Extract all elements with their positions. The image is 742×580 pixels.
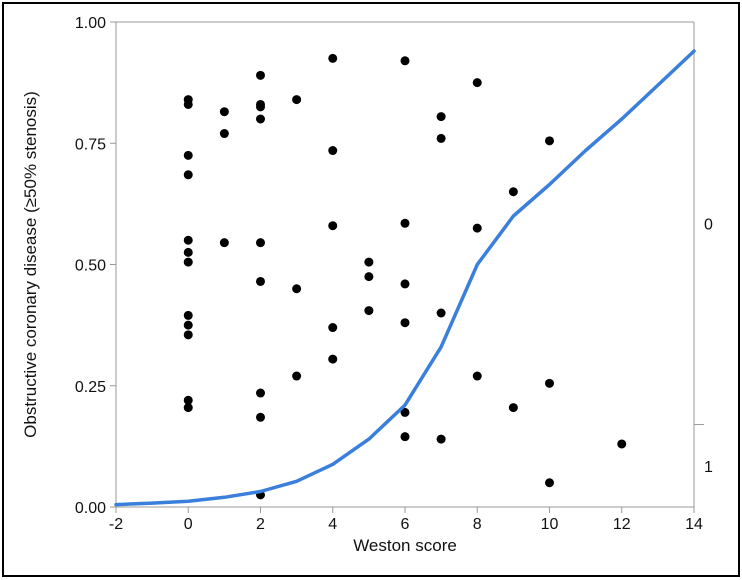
data-point [183,403,193,413]
x-tick-label: 6 [401,516,410,533]
data-point [183,170,193,180]
data-point [508,403,518,413]
data-point [256,276,265,286]
data-point [219,238,229,248]
data-point [364,306,374,316]
data-point [183,310,193,320]
data-point [292,284,302,294]
data-point [545,136,554,146]
y-tick-label: 0.50 [75,258,106,275]
data-point [183,330,193,340]
data-point [400,318,410,328]
x-tick-label: 10 [541,516,559,533]
data-point [364,272,374,282]
data-point [328,323,338,333]
fit-curve-group [114,49,696,507]
data-point [328,354,338,364]
x-tick-label: 0 [184,516,193,533]
data-point [400,407,410,417]
data-point [292,95,302,105]
data-point [256,412,265,422]
right-axis-label: 0 [704,216,713,233]
data-point [256,388,265,398]
data-point [328,53,338,63]
data-point [545,378,554,388]
tick-labels: -2 0 2 4 6 8 10 12 14 0.00 0.25 0.50 0.75 1.00 0 1 Westo… [21,15,713,555]
data-points [183,53,627,500]
fit-curve-line [114,49,696,507]
data-point [256,238,265,248]
scatter-chart: -2 0 2 4 6 8 10 12 14 0.00 0.25 0.50 0.75 1.00 0 1 Westo… [21,15,713,555]
data-point [472,371,482,381]
data-point [219,107,229,117]
data-point [436,112,446,122]
data-point [545,478,554,488]
data-point [256,70,265,80]
data-point [183,395,193,405]
data-point [400,56,410,66]
axes [110,21,704,513]
right-axis-label: 1 [704,459,713,476]
data-point [436,434,446,444]
y-axis-title: Obstructive coronary disease (≥50% steno… [21,91,40,438]
data-point [400,432,410,442]
x-tick-label: -2 [109,516,123,533]
data-point [436,308,446,318]
y-tick-label: 0.75 [75,136,106,153]
data-point [328,221,338,231]
data-point [400,279,410,289]
data-point [400,218,410,228]
data-point [183,99,193,109]
y-tick-label: 0.00 [75,500,106,517]
data-point [183,257,193,267]
data-point [364,257,374,267]
x-tick-label: 12 [613,516,631,533]
data-point [436,133,446,143]
data-point [183,150,193,160]
data-point [617,439,627,449]
x-tick-label: 2 [256,516,265,533]
data-point [219,129,229,139]
data-point [183,247,193,257]
data-point [256,114,265,124]
x-tick-label: 14 [685,516,703,533]
y-tick-label: 0.25 [75,379,106,396]
x-tick-label: 4 [328,516,337,533]
x-tick-label: 8 [473,516,482,533]
data-point [328,146,338,156]
data-point [472,223,482,233]
data-point [256,102,265,112]
data-point [183,235,193,245]
x-axis-title: Weston score [353,536,457,555]
data-point [472,78,482,88]
data-point [183,320,193,330]
data-point [508,187,518,197]
y-tick-label: 1.00 [75,15,106,32]
data-point [292,371,302,381]
